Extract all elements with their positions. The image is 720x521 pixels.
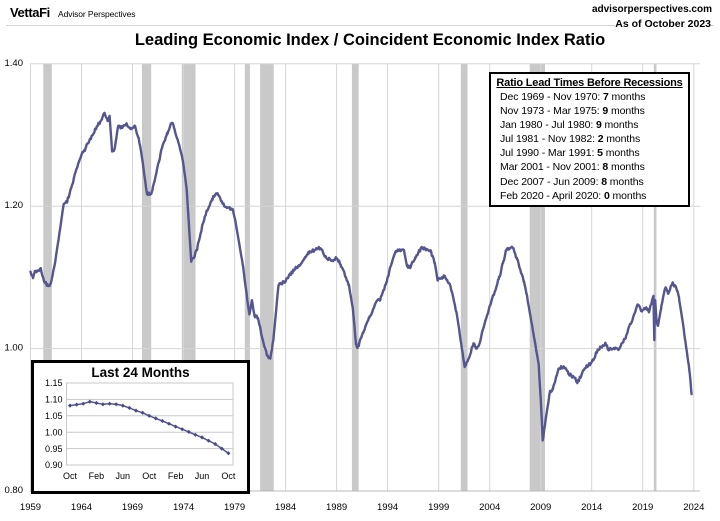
svg-text:2014: 2014 xyxy=(581,502,602,513)
svg-text:Jun: Jun xyxy=(195,471,210,481)
svg-text:Oct: Oct xyxy=(142,471,157,481)
svg-text:2004: 2004 xyxy=(479,502,500,513)
svg-text:Feb: Feb xyxy=(89,471,105,481)
svg-text:0.80: 0.80 xyxy=(5,485,24,496)
svg-text:0.95: 0.95 xyxy=(45,444,63,454)
svg-text:1.20: 1.20 xyxy=(5,200,24,211)
svg-text:2024: 2024 xyxy=(683,502,704,513)
svg-text:1989: 1989 xyxy=(326,502,347,513)
svg-text:1.10: 1.10 xyxy=(45,395,63,405)
svg-text:2009: 2009 xyxy=(530,502,551,513)
svg-text:1984: 1984 xyxy=(275,502,296,513)
svg-text:1.40: 1.40 xyxy=(5,58,24,69)
svg-text:1994: 1994 xyxy=(377,502,398,513)
svg-text:1979: 1979 xyxy=(224,502,245,513)
svg-text:2019: 2019 xyxy=(632,502,653,513)
svg-text:1.05: 1.05 xyxy=(45,411,63,421)
svg-text:1964: 1964 xyxy=(71,502,92,513)
svg-text:1.15: 1.15 xyxy=(45,378,63,388)
svg-text:0.90: 0.90 xyxy=(45,460,63,470)
svg-text:1969: 1969 xyxy=(122,502,143,513)
svg-text:1959: 1959 xyxy=(20,502,41,513)
svg-text:Feb: Feb xyxy=(168,471,184,481)
svg-text:Oct: Oct xyxy=(221,471,236,481)
svg-text:1.00: 1.00 xyxy=(5,343,24,354)
svg-text:Oct: Oct xyxy=(63,471,78,481)
svg-text:1974: 1974 xyxy=(173,502,194,513)
svg-text:1999: 1999 xyxy=(428,502,449,513)
svg-text:Jun: Jun xyxy=(116,471,131,481)
svg-text:1.00: 1.00 xyxy=(45,427,63,437)
